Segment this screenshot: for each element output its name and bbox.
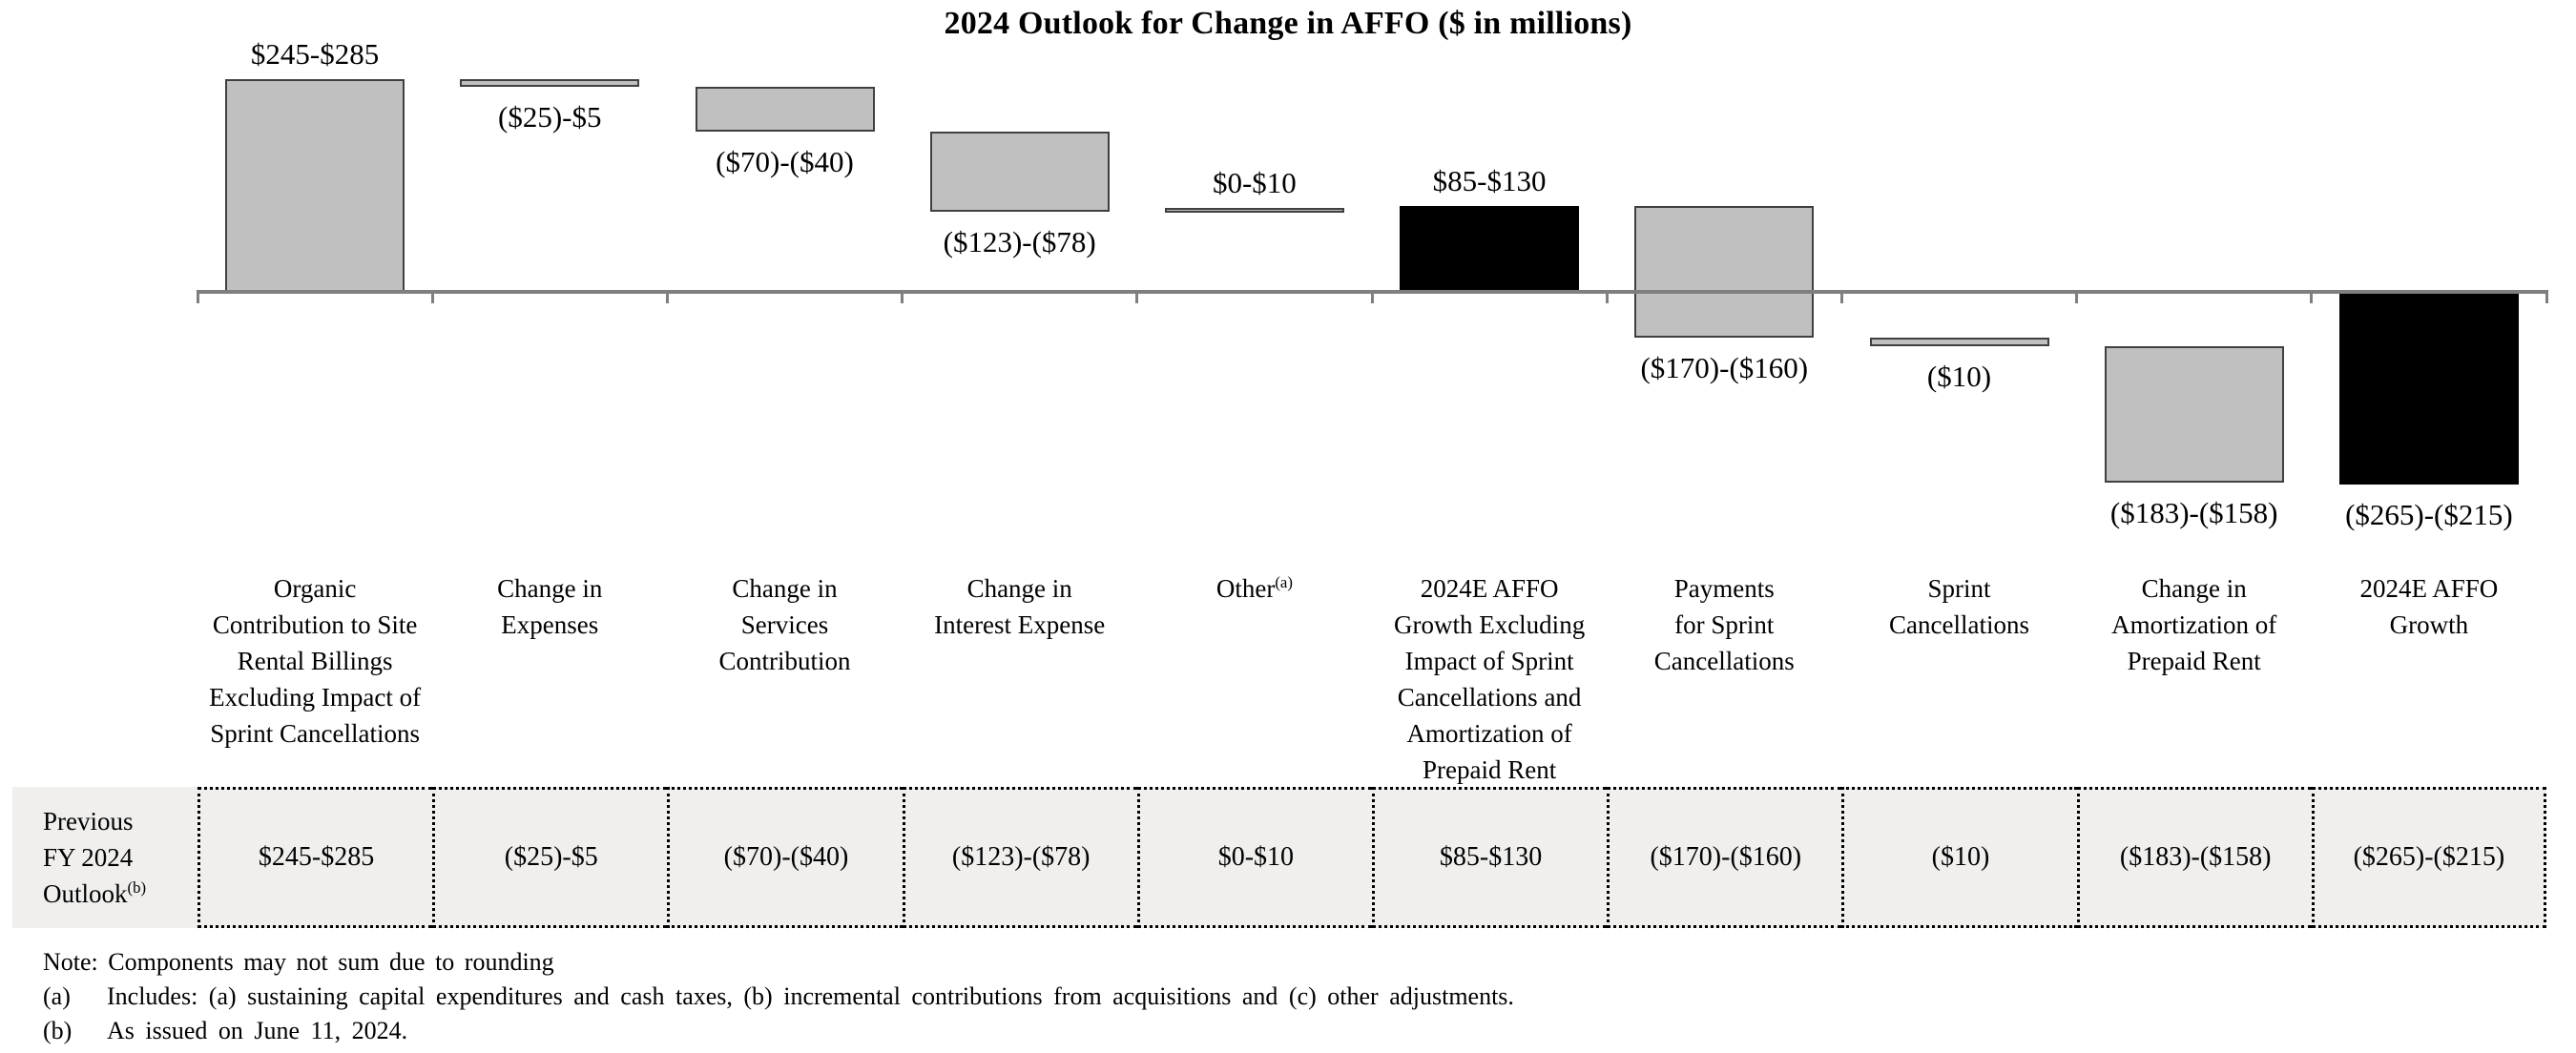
- category-label-line: Excluding Impact of: [209, 683, 422, 712]
- category-label-line: Interest Expense: [934, 610, 1106, 639]
- waterfall-bar: [1869, 338, 2049, 346]
- category-label-line: Prepaid Rent: [1422, 755, 1557, 784]
- outlook-table-cell: ($183)-($158): [2076, 787, 2312, 928]
- bar-value-label: ($170)-($160): [1640, 351, 1809, 385]
- category-label-line: Sprint Cancellations: [210, 719, 420, 748]
- waterfall-bar: [1634, 205, 1815, 339]
- row-label-line: Previous: [43, 807, 134, 836]
- waterfall-bar: [1164, 208, 1344, 214]
- category-label: Payments for Sprint Cancellations: [1595, 570, 1853, 679]
- axis-tick: [1370, 290, 1374, 303]
- category-label: Change in Expenses: [421, 570, 678, 643]
- category-label-line: Rental Billings: [237, 647, 393, 675]
- category-label: Sprint Cancellations: [1830, 570, 2088, 643]
- waterfall-bar: [460, 79, 640, 88]
- waterfall-bar: [695, 87, 875, 132]
- waterfall-bar: [225, 79, 405, 292]
- category-label-line: Payments: [1673, 574, 1775, 603]
- waterfall-bar: [1400, 205, 1580, 292]
- category-label: Change in Amortization of Prepaid Rent: [2066, 570, 2323, 679]
- outlook-table-cell: $245-$285: [197, 787, 433, 928]
- category-label-line: Services: [740, 610, 829, 639]
- category-label: Change in Services Contribution: [655, 570, 913, 679]
- axis-tick: [430, 290, 434, 303]
- axis-tick: [2310, 290, 2314, 303]
- category-label: Organic Contribution to Site Rental Billin…: [186, 570, 444, 752]
- category-label-line: Change in: [497, 574, 603, 603]
- category-label-line: Other(a): [1215, 573, 1293, 603]
- outlook-table-cell: ($170)-($160): [1607, 787, 1842, 928]
- axis-tick: [196, 290, 199, 303]
- bar-value-label: ($123)-($78): [943, 225, 1096, 259]
- bar-value-label: ($10): [1926, 359, 1992, 393]
- footnote-ref-b: (b): [127, 878, 147, 897]
- chart-title: 2024 Outlook for Change in AFFO ($ in mi…: [944, 6, 1632, 41]
- outlook-table-cell: ($25)-$5: [432, 787, 668, 928]
- bar-value-label: $0-$10: [1212, 166, 1297, 200]
- waterfall-bar: [2338, 292, 2519, 485]
- category-label: 2024E AFFO Growth Excluding Impact of Spri…: [1361, 570, 1618, 788]
- footnote-a-marker: (a): [43, 982, 71, 1010]
- bar-value-label: ($70)-($40): [716, 144, 854, 178]
- category-label-line: for Sprint: [1674, 610, 1775, 639]
- outlook-table-cell: ($70)-($40): [667, 787, 903, 928]
- category-label-line: Expenses: [501, 610, 599, 639]
- row-label-line: Outlook(b): [43, 878, 147, 908]
- category-label-line: Amortization of: [1406, 719, 1572, 748]
- category-label-line: Cancellations and: [1397, 683, 1582, 712]
- outlook-table-cell: $0-$10: [1136, 787, 1372, 928]
- axis-tick: [1605, 290, 1609, 303]
- category-label-line: Change in: [2141, 574, 2247, 603]
- category-label-line: Cancellations: [1653, 647, 1795, 675]
- category-label: Other(a): [1126, 570, 1383, 607]
- outlook-table-cell: ($123)-($78): [902, 787, 1137, 928]
- axis-tick: [2075, 290, 2079, 303]
- axis-tick: [1135, 290, 1139, 303]
- category-label-line: Contribution: [718, 647, 851, 675]
- axis-tick: [1839, 290, 1843, 303]
- outlook-table-row-label: Previous FY 2024 Outlook(b): [12, 787, 197, 928]
- category-label-line: Prepaid Rent: [2127, 647, 2261, 675]
- category-label-line: Change in: [732, 574, 838, 603]
- axis-tick: [2545, 290, 2548, 303]
- bar-value-label: $245-$285: [250, 37, 380, 71]
- footnote-ref-a: (a): [1275, 573, 1293, 591]
- outlook-table-cell: $85-$130: [1372, 787, 1608, 928]
- bar-value-label: $85-$130: [1432, 163, 1547, 197]
- category-label-line: Amortization of: [2111, 610, 2277, 639]
- category-label-line: Impact of Sprint: [1404, 647, 1574, 675]
- outlook-table-cell: ($10): [1841, 787, 2077, 928]
- axis-tick: [901, 290, 904, 303]
- category-label-line: Sprint: [1927, 574, 1991, 603]
- category-label: 2024E AFFO Growth: [2300, 570, 2558, 643]
- rounding-note: Note: Components may not sum due to roun…: [43, 948, 554, 976]
- bar-value-label: ($25)-$5: [498, 100, 602, 134]
- outlook-table-cell: ($265)-($215): [2311, 787, 2546, 928]
- category-label-line: Cancellations: [1889, 610, 2029, 639]
- category-label-line: Organic: [273, 574, 357, 603]
- bar-value-label: ($265)-($215): [2345, 498, 2513, 531]
- category-label-line: Growth: [2389, 610, 2469, 639]
- category-label: Change in Interest Expense: [891, 570, 1149, 643]
- category-label-line: Growth Excluding: [1393, 610, 1586, 639]
- bar-value-label: ($183)-($158): [2109, 496, 2278, 530]
- footnote-b-marker: (b): [43, 1017, 73, 1044]
- category-label-line: Contribution to Site: [212, 610, 418, 639]
- axis-tick: [665, 290, 669, 303]
- footnote-b-text: As issued on June 11, 2024.: [107, 1017, 408, 1044]
- waterfall-bar: [929, 131, 1110, 213]
- category-label-line: 2024E AFFO: [2359, 574, 2499, 603]
- row-label-line: FY 2024: [43, 843, 134, 872]
- footnote-a-text: Includes: (a) sustaining capital expendi…: [107, 982, 1514, 1010]
- category-label-line: 2024E AFFO: [1420, 574, 1559, 603]
- waterfall-bar: [2104, 345, 2284, 484]
- category-label-line: Change in: [966, 574, 1072, 603]
